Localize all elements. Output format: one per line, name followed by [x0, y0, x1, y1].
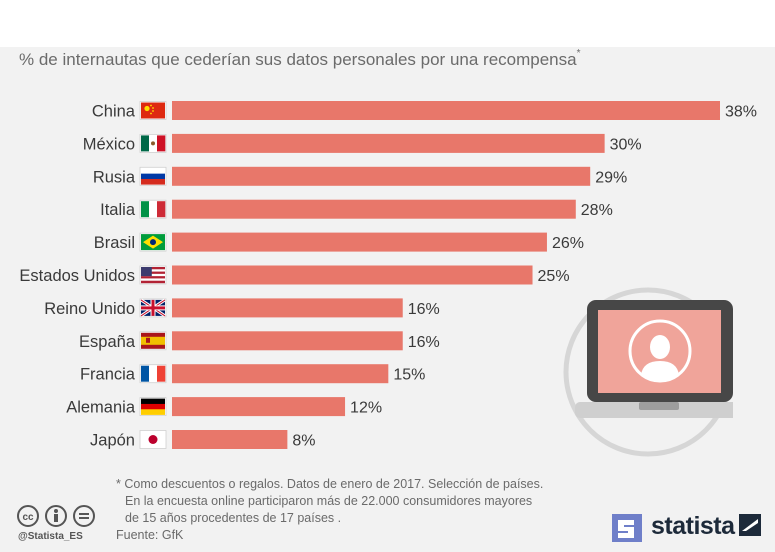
bar	[172, 199, 576, 219]
footnote-line: * Como descuentos o regalos. Datos de en…	[116, 477, 544, 491]
svg-text:cc: cc	[22, 512, 34, 523]
statista-brand[interactable]: statista	[651, 512, 761, 541]
statista-logo-icon	[612, 514, 642, 542]
bar	[172, 232, 547, 252]
category-label: China	[92, 103, 136, 121]
italy-flag-icon	[139, 199, 167, 219]
value-label: 28%	[581, 202, 613, 219]
category-label: México	[83, 135, 135, 153]
value-label: 16%	[408, 301, 440, 318]
category-label: Estados Unidos	[19, 267, 135, 285]
bar	[172, 331, 403, 351]
category-label: España	[79, 333, 136, 351]
value-label: 38%	[725, 104, 757, 121]
subtitle-footnote-mark: *	[576, 48, 581, 59]
china-flag-icon	[139, 101, 167, 120]
mexico-flag-icon	[139, 133, 167, 153]
bar	[172, 265, 533, 285]
brand-text: statista	[651, 512, 735, 540]
spain-flag-icon	[139, 331, 167, 351]
footnote-line: de 15 años procedentes de 17 países .	[125, 511, 342, 525]
value-label: 25%	[538, 268, 570, 285]
value-label: 12%	[350, 400, 382, 417]
category-label: Francia	[80, 366, 136, 384]
bar	[172, 364, 389, 384]
value-label: 16%	[408, 334, 440, 351]
category-label: Italia	[100, 201, 136, 219]
brazil-flag-icon	[139, 232, 167, 252]
statista-mark-icon	[738, 514, 761, 536]
usa-flag-icon	[139, 265, 167, 285]
category-label: Alemania	[66, 399, 136, 417]
uk-flag-icon	[139, 298, 167, 318]
category-label: Rusia	[93, 168, 136, 186]
bar	[172, 298, 403, 318]
bar-chart: China 38% México 30% Rusia 29% Italia 28% Brasil…	[19, 101, 757, 450]
subtitle-text: % de internautas que cederían sus datos …	[19, 50, 577, 69]
source-text: Fuente: GfK	[116, 528, 184, 542]
russia-flag-icon	[139, 166, 167, 186]
bar	[172, 166, 591, 186]
france-flag-icon	[139, 364, 167, 384]
bar	[172, 133, 605, 153]
social-handle[interactable]: @Statista_ES	[18, 531, 83, 542]
laptop-user-icon	[563, 287, 733, 457]
value-label: 29%	[595, 169, 627, 186]
footnote: * Como descuentos o regalos. Datos de en…	[116, 476, 586, 527]
value-label: 30%	[610, 136, 642, 153]
chart-subtitle: % de internautas que cederían sus datos …	[19, 48, 581, 70]
category-label: Brasil	[94, 234, 135, 252]
value-label: 8%	[292, 433, 315, 450]
category-label: Japón	[90, 432, 135, 450]
value-label: 26%	[552, 235, 584, 252]
bar	[172, 430, 288, 449]
bar	[172, 101, 720, 120]
japan-flag-icon	[139, 430, 167, 449]
category-label: Reino Unido	[44, 300, 135, 318]
germany-flag-icon	[139, 397, 167, 417]
value-label: 15%	[393, 367, 425, 384]
footnote-line: En la encuesta online participaron más d…	[125, 494, 533, 508]
bar	[172, 397, 346, 417]
creative-commons-icon[interactable]: cc	[17, 505, 97, 529]
